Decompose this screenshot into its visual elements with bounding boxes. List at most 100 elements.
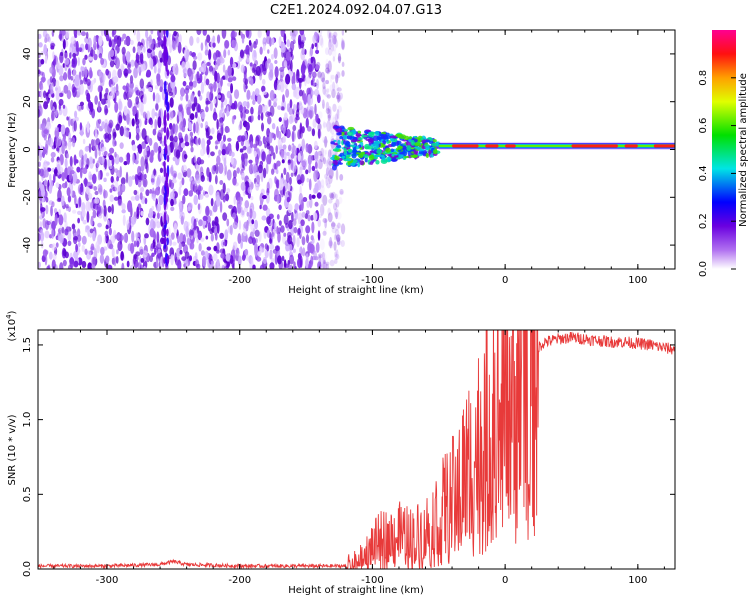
heatmap-noise-cell — [317, 261, 322, 269]
heatmap-noise-cell — [145, 189, 150, 197]
heatmap-noise-cell — [209, 228, 214, 235]
heatmap-noise-cell — [341, 30, 345, 36]
heatmap-noise-cell — [277, 79, 280, 84]
heatmap-noise-cell — [141, 141, 146, 150]
heatmap-noise-cell — [317, 111, 323, 120]
heatmap-transition-cell — [368, 154, 375, 161]
heatmap-noise-cell — [119, 125, 125, 137]
heatmap-noise-cell — [224, 39, 230, 49]
heatmap-noise-cell — [170, 127, 174, 137]
heatmap-noise-cell — [248, 236, 254, 245]
heatmap-noise-cell — [84, 248, 88, 255]
heatmap-noise-cell — [331, 49, 337, 58]
heatmap-noise-cell — [100, 98, 106, 105]
heatmap-noise-cell — [204, 49, 209, 56]
heatmap-noise-cell — [268, 131, 273, 144]
heatmap-noise-cell — [74, 110, 78, 119]
heatmap-transition-cell — [389, 135, 397, 139]
heatmap-noise-cell — [317, 230, 321, 241]
heatmap-noise-cell — [288, 115, 294, 125]
snr-series-line — [38, 330, 675, 569]
heatmap-noise-cell — [323, 139, 329, 144]
heatmap-transition-cell — [408, 136, 413, 140]
heatmap-noise-cell — [73, 236, 79, 241]
heatmap-noise-cell — [173, 222, 178, 235]
heatmap-noise-cell — [79, 167, 83, 179]
heatmap-noise-cell — [200, 111, 206, 119]
heatmap-noise-cell — [58, 98, 64, 106]
heatmap-noise-cell — [71, 63, 76, 68]
heatmap-noise-cell — [96, 160, 100, 168]
heatmap-noise-cell — [149, 188, 153, 194]
heatmap-noise-cell — [291, 211, 294, 223]
heatmap-noise-cell — [175, 149, 181, 159]
heatmap-noise-cell — [274, 59, 278, 64]
heatmap-streak-cell — [166, 102, 170, 113]
heatmap-noise-cell — [174, 124, 178, 136]
heatmap-streak-cell — [163, 80, 167, 95]
heatmap-noise-cell — [169, 247, 175, 257]
heatmap-transition-cell — [425, 139, 431, 143]
heatmap-noise-cell — [339, 174, 344, 181]
heatmap-noise-cell — [263, 104, 268, 112]
heatmap-noise-cell — [159, 79, 164, 91]
heatmap-noise-cell — [85, 186, 90, 194]
heatmap-noise-cell — [82, 57, 86, 66]
heatmap-noise-cell — [268, 99, 272, 107]
heatmap-noise-cell — [115, 123, 120, 131]
heatmap-noise-cell — [322, 86, 327, 95]
heatmap-noise-cell — [287, 144, 292, 152]
heatmap-noise-cell — [245, 54, 250, 63]
heatmap-noise-cell — [337, 240, 342, 246]
heatmap-noise-cell — [271, 123, 276, 130]
heatmap-x-tick-label: -100 — [361, 275, 384, 286]
heatmap-transition-cell — [399, 152, 405, 155]
heatmap-noise-cell — [50, 45, 55, 50]
heatmap-noise-cell — [341, 40, 345, 50]
heatmap-noise-cell — [328, 39, 332, 50]
heatmap-noise-cell — [68, 82, 72, 91]
heatmap-noise-cell — [205, 105, 209, 113]
heatmap-noise-cell — [318, 34, 324, 46]
heatmap-streak-cell — [163, 211, 167, 225]
heatmap-streak-cell — [166, 127, 169, 140]
heatmap-noise-cell — [269, 262, 275, 269]
heatmap-streak-cell — [166, 112, 170, 122]
heatmap-noise-cell — [148, 207, 154, 219]
heatmap-noise-cell — [319, 203, 325, 216]
heatmap-noise-cell — [57, 61, 61, 70]
heatmap-noise-cell — [315, 79, 320, 90]
heatmap-noise-cell — [293, 226, 298, 234]
heatmap-transition-cell — [340, 131, 345, 136]
heatmap-noise-cell — [286, 196, 291, 203]
heatmap-noise-cell — [84, 66, 88, 79]
heatmap-noise-cell — [206, 61, 211, 67]
heatmap-noise-cell — [112, 128, 117, 140]
heatmap-noise-cell — [289, 98, 293, 109]
heatmap-y-axis: -40 -20 0 20 40 — [22, 48, 675, 253]
heatmap-noise-cell — [97, 184, 103, 192]
heatmap-noise-cell — [314, 256, 319, 261]
heatmap-noise-cell — [77, 217, 81, 224]
heatmap-noise-cell — [74, 34, 78, 39]
heatmap-noise-cell — [336, 87, 342, 92]
heatmap-noise-cell — [100, 30, 105, 37]
heatmap-noise-cell — [276, 84, 281, 91]
heatmap-noise-cell — [143, 149, 148, 159]
heatmap-noise-cell — [242, 101, 248, 107]
heatmap-transition-cell — [334, 155, 340, 161]
heatmap-noise-cell — [67, 206, 71, 213]
heatmap-noise-cell — [90, 217, 94, 226]
heatmap-noise-cell — [210, 260, 215, 265]
heatmap-noise-cell — [341, 70, 345, 77]
heatmap-noise-cell — [170, 232, 175, 240]
heatmap-noise-cell — [225, 253, 231, 262]
heatmap-noise-cell — [262, 204, 268, 211]
heatmap-noise-cell — [118, 156, 124, 163]
heatmap-noise-cell — [126, 219, 130, 230]
heatmap-noise-cell — [44, 250, 49, 255]
heatmap-noise-cell — [193, 155, 197, 164]
heatmap-noise-cell — [103, 177, 107, 183]
heatmap-transition-cell — [364, 157, 368, 163]
heatmap-noise-cell — [227, 65, 232, 77]
